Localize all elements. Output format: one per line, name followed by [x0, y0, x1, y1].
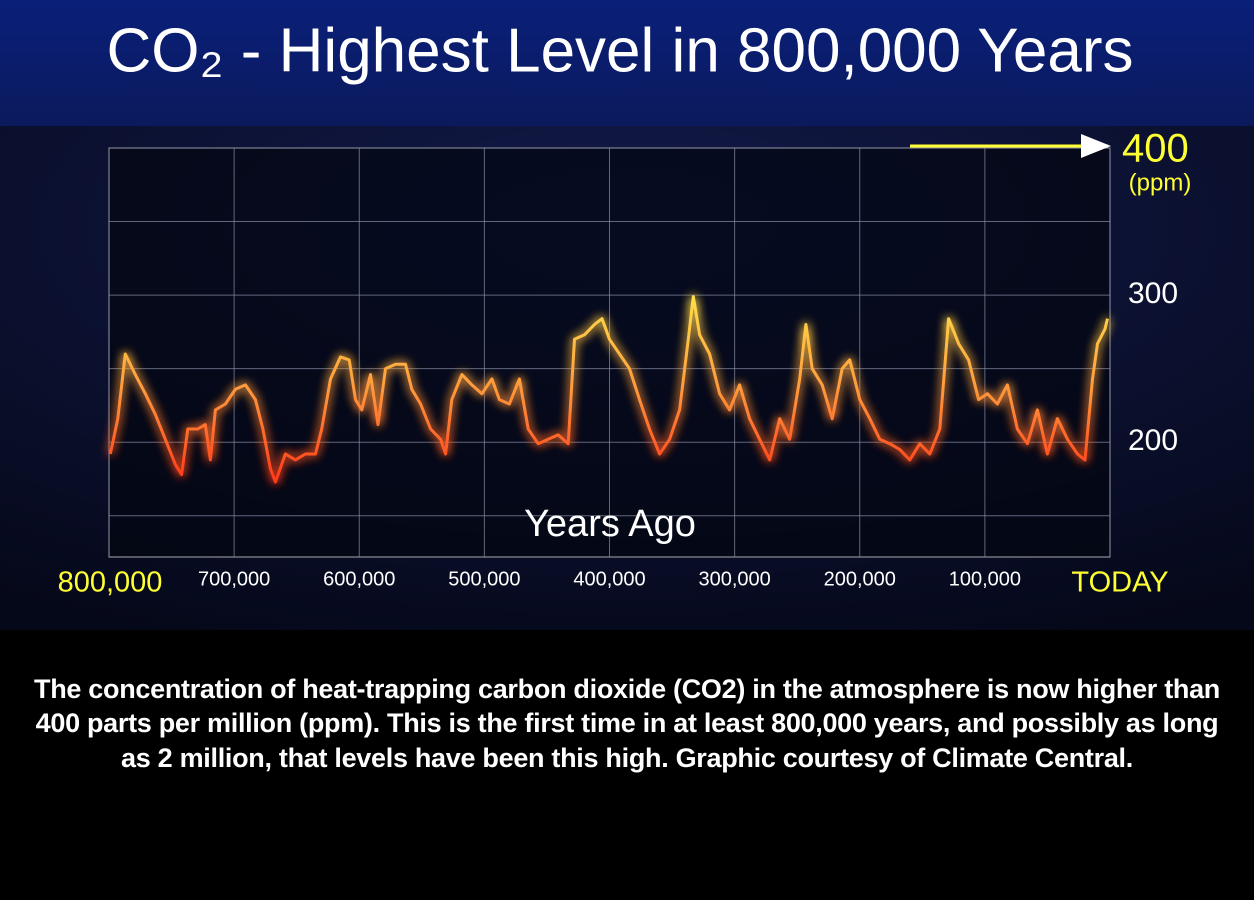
y-unit-label: (ppm)	[1129, 169, 1192, 196]
y-tick-label: 400	[1122, 127, 1189, 171]
x-tick-label: 300,000	[698, 568, 770, 590]
y-tick-label: 300	[1128, 277, 1178, 310]
x-tick-label: 400,000	[573, 568, 645, 590]
x-tick-label: 500,000	[448, 568, 520, 590]
co2-line	[108, 295, 1109, 484]
x-tick-label: 600,000	[323, 568, 395, 590]
x-tick-label: 700,000	[198, 568, 270, 590]
caption: The concentration of heat-trapping carbo…	[34, 674, 1220, 773]
x-axis-label: Years Ago	[524, 503, 696, 545]
x-tick-label: 100,000	[949, 568, 1021, 590]
chart-title: CO₂ - Highest Level in 800,000 Years	[106, 16, 1133, 85]
y-tick-label: 200	[1128, 424, 1178, 457]
title-band	[0, 0, 1254, 126]
x-tick-label: 200,000	[824, 568, 896, 590]
x-tick-label: TODAY	[1071, 567, 1168, 599]
x-tick-label: 800,000	[58, 567, 163, 599]
chart: CO₂ - Highest Level in 800,000 Years Yea…	[0, 0, 1254, 630]
